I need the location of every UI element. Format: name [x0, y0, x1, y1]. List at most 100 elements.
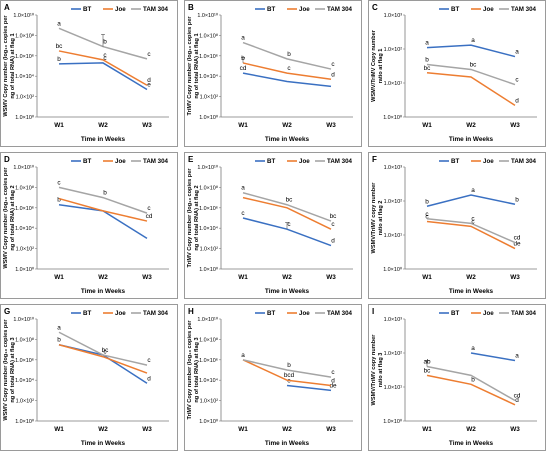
significance-label: bc: [102, 347, 110, 354]
significance-label: b: [241, 55, 245, 62]
significance-label: b: [103, 39, 107, 46]
series-line-bt: [242, 72, 332, 88]
panel-letter: C: [372, 3, 378, 12]
significance-label: cd: [240, 65, 247, 72]
significance-label: c: [287, 221, 291, 228]
legend-label: TAM 304: [327, 310, 353, 317]
significance-label: c: [103, 349, 107, 356]
significance-label: c: [515, 77, 519, 84]
legend-label: BT: [267, 6, 275, 13]
y-tick-label: 1.0×10⁸: [15, 33, 34, 39]
y-tick-label: 1.0×10⁰: [383, 115, 402, 121]
significance-label: e: [147, 81, 151, 88]
significance-label: d: [331, 71, 335, 78]
x-tick-label: W1: [238, 122, 248, 129]
significance-label: c: [241, 210, 245, 217]
significance-label: a: [515, 353, 519, 360]
x-tick-label: W2: [98, 274, 108, 281]
x-axis-label: Time in Weeks: [449, 440, 494, 447]
significance-label: c: [331, 369, 335, 376]
x-tick-label: W3: [510, 274, 520, 281]
significance-label: c: [331, 61, 335, 68]
legend-label: BT: [83, 6, 91, 13]
series-line-joe: [426, 72, 516, 106]
y-tick-label: 1.0×10⁰: [15, 419, 34, 425]
y-axis-label: ng of total RNA) at flag 3: [194, 337, 200, 402]
series-line-bt: [58, 203, 148, 240]
legend-label: TAM 304: [511, 158, 537, 165]
y-axis-label: TriMV Copy number (log₁₀ copies per: [187, 16, 193, 116]
series-line-joe: [426, 220, 516, 250]
y-tick-label: 1.0×10⁰: [383, 419, 402, 425]
y-tick-label: 1.0×10²: [384, 47, 403, 53]
y-axis-label: WSMV/TriMV Copy number: [371, 29, 377, 102]
panel-letter: B: [188, 3, 194, 12]
panel-letter: A: [4, 3, 10, 12]
y-tick-label: 1.0×10²: [200, 399, 219, 405]
y-axis-label: WSMV Copy number (log₁₀ copies per: [3, 15, 9, 117]
y-tick-label: 1.0×10¹⁰: [197, 317, 218, 323]
legend-label: Joe: [115, 310, 126, 317]
significance-label: a: [425, 40, 429, 47]
y-tick-label: 1.0×10³: [384, 13, 403, 19]
significance-label: b: [287, 51, 291, 58]
x-axis-label: Time in Weeks: [81, 288, 126, 295]
y-tick-label: 1.0×10⁸: [15, 185, 34, 191]
x-axis-label: Time in Weeks: [449, 288, 494, 295]
series-line-joe: [426, 374, 516, 406]
y-axis-label: ng of total RNA) at flag 3: [10, 337, 16, 402]
chart-svg-b: B BT Joe TAM 304 1.0×10⁰ 1.0×10² 1.0×10⁴ 1.0×10…: [187, 3, 353, 143]
x-tick-label: W1: [54, 122, 64, 129]
significance-label: c: [147, 51, 151, 58]
y-tick-label: 1.0×10⁴: [199, 378, 219, 384]
significance-label: a: [241, 352, 245, 359]
chart-svg-a: A BT Joe TAM 304 1.0×10⁰ 1.0×10² 1.0×10⁴ 1.0×10…: [3, 3, 169, 143]
significance-label: b: [425, 57, 429, 64]
x-tick-label: W2: [282, 274, 292, 281]
significance-label: a: [241, 185, 245, 192]
legend-label: Joe: [299, 310, 310, 317]
y-axis-label: ratio at flag 3: [378, 353, 384, 388]
legend-label: TAM 304: [143, 6, 169, 13]
significance-label: c: [147, 205, 151, 212]
legend-label: TAM 304: [511, 6, 537, 13]
legend-label: Joe: [483, 158, 494, 165]
y-tick-label: 1.0×10⁶: [15, 54, 34, 60]
legend-label: Joe: [115, 6, 126, 13]
significance-label: b: [57, 197, 61, 204]
legend-label: Joe: [299, 158, 310, 165]
series-line-tam-304: [426, 218, 516, 244]
significance-label: cd: [514, 235, 521, 242]
legend-label: Joe: [299, 6, 310, 13]
panel-letter: E: [188, 155, 194, 164]
y-tick-label: 1.0×10⁸: [199, 33, 218, 39]
y-tick-label: 1.0×10²: [200, 95, 219, 101]
series-line-tam-304: [242, 41, 332, 70]
y-tick-label: 1.0×10⁰: [199, 419, 218, 425]
series-line-joe: [58, 50, 148, 86]
x-tick-label: W3: [142, 122, 152, 129]
significance-label: d: [331, 378, 335, 385]
y-tick-label: 1.0×10⁴: [199, 74, 219, 80]
series-line-tam-304: [242, 192, 332, 222]
significance-label: a: [471, 345, 475, 352]
x-tick-label: W3: [326, 426, 336, 433]
x-tick-label: W2: [466, 426, 476, 433]
y-axis-label: ratio at flag 1: [378, 49, 384, 84]
significance-label: a: [241, 35, 245, 42]
significance-label: b: [515, 196, 519, 203]
x-tick-label: W2: [98, 426, 108, 433]
significance-label: c: [425, 213, 429, 220]
x-axis-label: Time in Weeks: [265, 440, 310, 447]
series-line-bt: [58, 62, 148, 91]
y-axis-label: ng of total RNA) at flag 1: [194, 33, 200, 98]
y-tick-label: 1.0×10⁴: [199, 226, 219, 232]
y-axis-label: ng of total RNA) at flag 1: [10, 33, 16, 98]
significance-label: bc: [424, 367, 432, 374]
x-tick-label: W1: [422, 426, 432, 433]
x-tick-label: W2: [98, 122, 108, 129]
y-tick-label: 1.0×10⁰: [15, 115, 34, 121]
chart-svg-c: C BT Joe TAM 304 1.0×10⁰ 1.0×10¹ 1.0×10² 1.0×10…: [371, 3, 537, 143]
significance-label: b: [57, 56, 61, 63]
